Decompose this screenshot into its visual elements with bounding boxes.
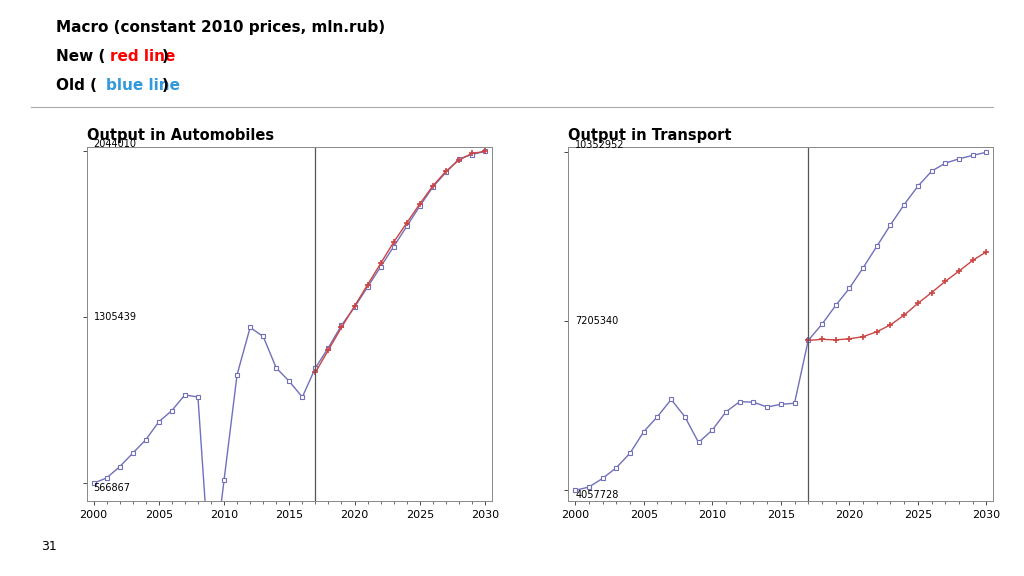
Text: Output in Automobiles: Output in Automobiles: [87, 128, 274, 143]
Text: red line: red line: [110, 49, 175, 64]
Text: blue line: blue line: [106, 78, 180, 93]
Text: 2044010: 2044010: [93, 139, 136, 149]
Text: ): ): [162, 49, 169, 64]
Text: 10352952: 10352952: [575, 139, 625, 150]
Text: Output in Transport: Output in Transport: [568, 128, 732, 143]
Text: Old (: Old (: [56, 78, 97, 93]
Text: 7205340: 7205340: [575, 316, 618, 327]
Text: Macro (constant 2010 prices, mln.rub): Macro (constant 2010 prices, mln.rub): [56, 20, 385, 35]
Text: ): ): [162, 78, 169, 93]
Text: New (: New (: [56, 49, 105, 64]
Text: 4057728: 4057728: [575, 490, 618, 501]
Text: 31: 31: [41, 540, 56, 553]
Text: 566867: 566867: [93, 483, 131, 493]
Text: 1305439: 1305439: [93, 312, 136, 322]
